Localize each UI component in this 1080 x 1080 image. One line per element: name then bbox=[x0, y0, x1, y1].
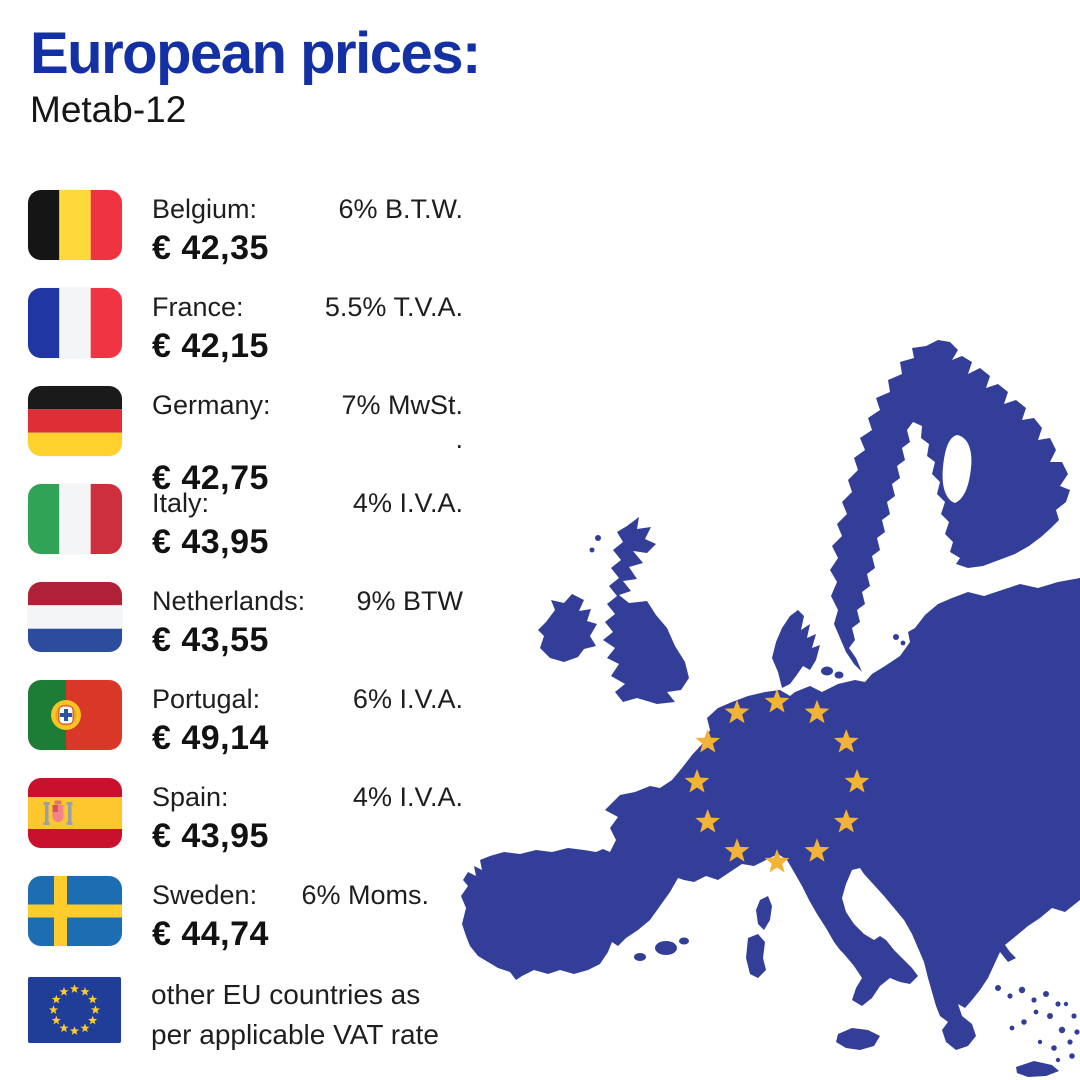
price-label: € 42,15 bbox=[152, 326, 269, 365]
vat-rate-label: 5.5% T.V.A. bbox=[324, 292, 463, 322]
greek-islands bbox=[995, 985, 1080, 1063]
crete-landmass bbox=[1016, 1061, 1059, 1077]
price-row-italy: Italy: 4% I.V.A. € 43,95 bbox=[28, 484, 468, 582]
spain-flag-icon bbox=[28, 778, 122, 848]
vat-note: other EU countries as per applicable VAT… bbox=[151, 974, 439, 1055]
country-label: France: bbox=[152, 292, 244, 322]
price-row-germany: Germany: 7% MwSt.. € 42,75 bbox=[28, 386, 468, 497]
eu-star-icon bbox=[684, 769, 710, 793]
price-label: € 43,95 bbox=[152, 522, 269, 561]
header: European prices: Metab-12 bbox=[30, 21, 481, 131]
ireland-landmass bbox=[538, 594, 597, 662]
eu-star-icon bbox=[833, 809, 859, 833]
vat-note-line2: per applicable VAT rate bbox=[151, 1019, 439, 1050]
denmark-landmass bbox=[772, 610, 820, 688]
continental-europe-landmass bbox=[461, 578, 1080, 1050]
price-row-spain: Spain: 4% I.V.A. € 43,95 bbox=[28, 778, 468, 876]
price-row-portugal: Portugal: 6% I.V.A. € 49,14 bbox=[28, 680, 468, 778]
eu-star-icon bbox=[69, 1026, 80, 1035]
price-label: € 43,95 bbox=[152, 816, 269, 855]
vat-rate-label: 6% B.T.W. bbox=[338, 194, 463, 224]
vat-rate-label: 6% I.V.A. bbox=[352, 684, 463, 714]
eu-star-icon bbox=[48, 1005, 59, 1014]
italy-flag-icon bbox=[28, 484, 122, 554]
eu-star-icon bbox=[80, 1023, 90, 1033]
country-label: Italy: bbox=[152, 488, 210, 518]
great-britain-landmass bbox=[603, 517, 689, 704]
europe-landmass-group bbox=[461, 340, 1080, 1077]
vat-rate-label: 4% I.V.A. bbox=[352, 782, 463, 812]
eu-star-icon bbox=[59, 1023, 69, 1033]
price-row-france: France: 5.5% T.V.A. € 42,15 bbox=[28, 288, 468, 386]
eu-star-icon bbox=[90, 1005, 101, 1014]
eu-star-icon bbox=[764, 689, 790, 713]
sardinia-landmass bbox=[746, 934, 766, 978]
eu-star-icon bbox=[833, 729, 859, 753]
price-list: Belgium: 6% B.T.W. € 42,35 France: 5.5% … bbox=[28, 190, 468, 1072]
eu-star-icon bbox=[51, 1015, 61, 1025]
price-label: € 44,74 bbox=[152, 914, 269, 953]
vat-rate-label: 7% MwSt.. bbox=[341, 389, 463, 457]
price-row-belgium: Belgium: 6% B.T.W. € 42,35 bbox=[28, 190, 468, 288]
eu-star-icon bbox=[695, 729, 721, 753]
price-row-netherlands: Netherlands: 9% BTW € 43,55 bbox=[28, 582, 468, 680]
vat-note-line1: other EU countries as bbox=[151, 979, 421, 1010]
product-name: Metab-12 bbox=[30, 88, 187, 130]
portugal-flag-icon bbox=[28, 680, 122, 750]
eu-star-icon bbox=[80, 987, 90, 996]
country-label: Netherlands: bbox=[152, 586, 306, 616]
country-label: Portugal: bbox=[152, 684, 261, 714]
eu-star-icon bbox=[724, 699, 750, 724]
eu-star-icon bbox=[844, 769, 870, 793]
eu-flag-icon bbox=[28, 977, 121, 1043]
eu-star-icon bbox=[804, 699, 830, 724]
eu-stars-circle bbox=[684, 689, 870, 873]
europe-map bbox=[461, 340, 1080, 1077]
eu-star-icon bbox=[59, 987, 69, 996]
vat-rate-label: 9% BTW bbox=[356, 586, 463, 616]
vat-rate-label: 4% I.V.A. bbox=[352, 488, 463, 518]
eu-star-icon bbox=[69, 984, 80, 993]
eu-star-icon bbox=[764, 849, 790, 873]
sweden-flag-icon bbox=[28, 876, 122, 946]
eu-star-icon bbox=[695, 809, 721, 833]
eu-star-icon bbox=[88, 994, 98, 1004]
price-label: € 42,35 bbox=[152, 228, 269, 267]
country-label: Belgium: bbox=[152, 194, 258, 224]
scandinavia-landmass bbox=[830, 340, 1070, 672]
vat-rate-label: 6% Moms. bbox=[301, 880, 429, 910]
page-title: European prices: bbox=[30, 21, 481, 86]
france-flag-icon bbox=[28, 288, 122, 358]
eu-star-icon bbox=[51, 994, 61, 1004]
country-label: Spain: bbox=[152, 782, 229, 812]
price-label: € 43,55 bbox=[152, 620, 269, 659]
vat-rate-overflow-dot: . bbox=[455, 423, 463, 454]
belgium-flag-icon bbox=[28, 190, 122, 260]
eu-star-icon bbox=[724, 838, 750, 862]
price-label: € 49,14 bbox=[152, 718, 269, 757]
eu-star-icon bbox=[804, 838, 830, 862]
corsica-landmass bbox=[756, 896, 772, 930]
country-label: Germany: bbox=[152, 390, 271, 420]
other-eu-note-row: other EU countries as per applicable VAT… bbox=[28, 974, 468, 1072]
eu-star-icon bbox=[88, 1015, 98, 1025]
price-row-sweden: Sweden: 6% Moms. € 44,74 bbox=[28, 876, 468, 974]
netherlands-flag-icon bbox=[28, 582, 122, 652]
mallorca-landmass bbox=[655, 941, 677, 955]
germany-flag-icon bbox=[28, 386, 122, 456]
sicily-landmass bbox=[836, 1028, 880, 1050]
price-label: € 42,75 bbox=[152, 458, 269, 497]
country-label: Sweden: bbox=[152, 880, 258, 910]
